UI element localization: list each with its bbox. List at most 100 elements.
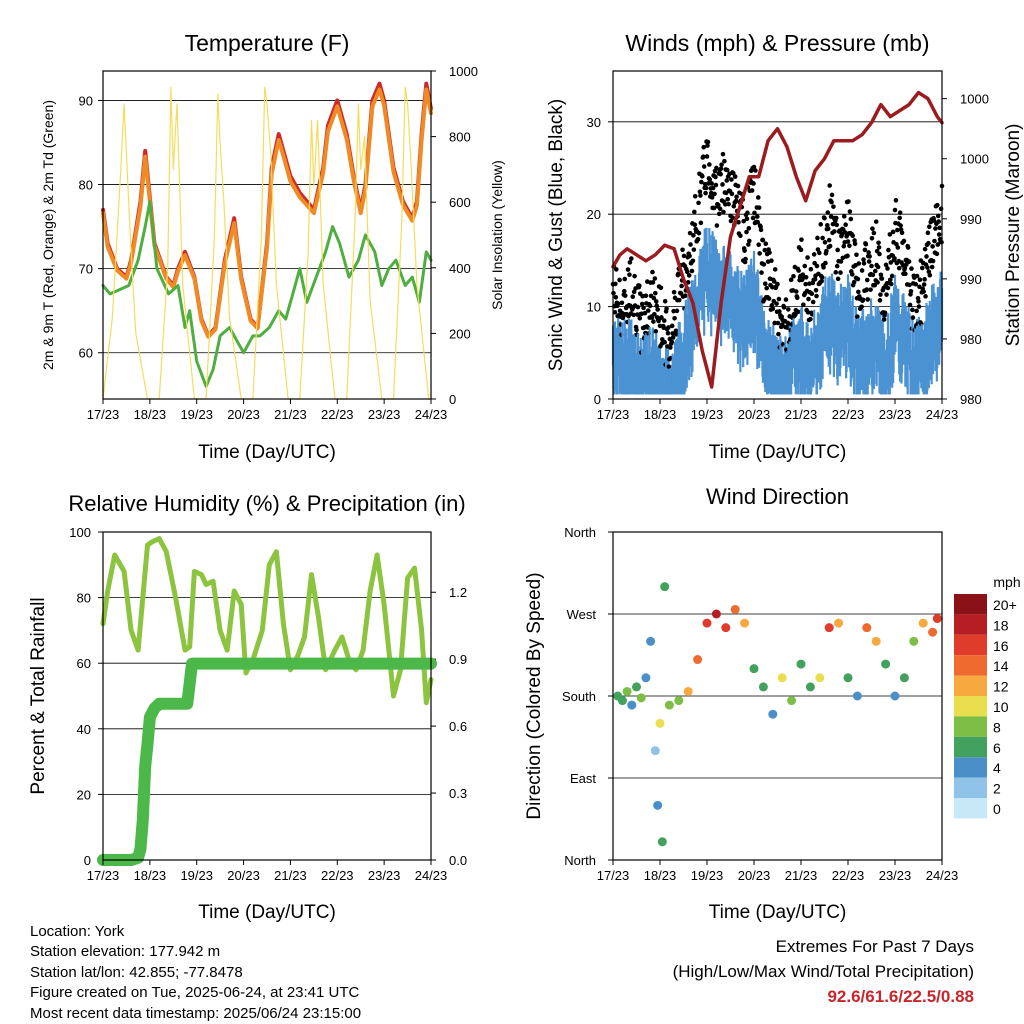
gust-point [777, 309, 782, 314]
gust-point [908, 289, 914, 294]
gust-point [612, 309, 618, 315]
direction-point [674, 696, 684, 706]
gust-point [639, 301, 645, 307]
gust-point [645, 308, 651, 313]
gust-point [650, 280, 656, 285]
x-tick-label: 20/23 [738, 868, 771, 883]
x-tick-label: 17/23 [87, 407, 120, 422]
gust-point [854, 252, 859, 258]
gust-point [841, 243, 847, 249]
y-right-tick-label: 990 [960, 272, 982, 287]
gust-point [613, 267, 619, 272]
gust-point [846, 199, 851, 204]
x-tick-label: 20/23 [227, 868, 260, 883]
gust-point [922, 246, 928, 252]
gust-point [905, 245, 911, 250]
gust-point [929, 264, 935, 270]
gust-point [852, 238, 857, 243]
x-tick-label: 17/23 [87, 868, 120, 883]
x-tick-label: 18/23 [644, 407, 677, 422]
x-tick-label: 24/23 [926, 407, 959, 422]
gust-point [715, 202, 721, 208]
y-right-tick-label: 0.3 [449, 786, 467, 801]
gust-point [613, 294, 619, 300]
gust-point [830, 221, 836, 227]
gust-point [642, 310, 648, 316]
y-axis-label: 2m & 9m T (Red, Orange) & 2m Td (Green) [40, 100, 56, 370]
gust-point [687, 230, 693, 236]
gust-point [865, 297, 871, 302]
gust-point [688, 242, 693, 247]
gust-point [914, 273, 920, 279]
y-tick-label: North [564, 525, 596, 540]
plot-frame-wind-direction [612, 531, 943, 861]
gust-point [720, 151, 726, 157]
gust-point [744, 216, 750, 222]
y-right-tick-label: 0 [449, 392, 456, 407]
extremes-title: Extremes For Past 7 Days [775, 937, 974, 956]
gust-point [641, 305, 646, 311]
colorbar-swatch [954, 757, 987, 778]
gust-point [698, 193, 703, 198]
gust-point [769, 258, 774, 264]
gust-point [692, 222, 698, 227]
gust-point [879, 276, 885, 281]
gust-point [817, 250, 822, 256]
direction-point [932, 614, 942, 624]
x-tick-label: 17/23 [597, 868, 630, 883]
gust-point [724, 178, 730, 183]
gust-point [869, 235, 875, 241]
gust-point [733, 198, 739, 203]
gust-point [652, 276, 658, 281]
gust-point [669, 339, 675, 345]
gust-point [819, 278, 824, 284]
gust-point [654, 303, 660, 309]
gust-point [856, 261, 862, 266]
x-tick-label: 22/23 [321, 868, 354, 883]
gust-point [921, 289, 926, 294]
gust-point [711, 205, 717, 211]
gust-point [899, 230, 905, 236]
gust-point [871, 230, 877, 236]
direction-point [815, 673, 825, 683]
gust-point [801, 302, 806, 307]
gust-point [670, 335, 676, 340]
gust-point [875, 264, 881, 270]
direction-point [890, 691, 900, 701]
gust-point [753, 168, 758, 173]
gust-point [692, 209, 697, 215]
gust-point [743, 256, 748, 262]
x-tick-label: 21/23 [785, 868, 818, 883]
gust-point [888, 277, 893, 283]
colorbar-label: 10 [993, 699, 1009, 715]
direction-point [646, 636, 656, 646]
gust-point [671, 289, 677, 295]
gust-point [701, 164, 707, 169]
gust-point [647, 303, 653, 309]
x-tick-label: 22/23 [832, 407, 865, 422]
gust-point [699, 179, 704, 185]
gust-point [703, 185, 709, 191]
gust-point [877, 298, 883, 303]
gust-point [651, 295, 657, 301]
colorbar-label: 2 [993, 781, 1001, 797]
gust-point [701, 144, 707, 150]
direction-point [909, 636, 919, 646]
gust-point [861, 257, 866, 262]
gust-point [860, 297, 866, 303]
gust-point [746, 242, 751, 247]
gust-point [637, 316, 643, 321]
gust-point [635, 304, 641, 310]
gust-point [652, 311, 657, 317]
direction-point [899, 673, 909, 683]
gust-point [726, 201, 731, 207]
gust-point [906, 259, 912, 264]
gust-point [757, 251, 762, 256]
gust-point [776, 296, 782, 302]
gust-point [838, 259, 844, 264]
x-tick-label: 22/23 [321, 407, 354, 422]
gust-point [852, 241, 858, 247]
gust-point [806, 296, 811, 302]
gust-point [666, 364, 672, 369]
gust-point [700, 173, 705, 179]
